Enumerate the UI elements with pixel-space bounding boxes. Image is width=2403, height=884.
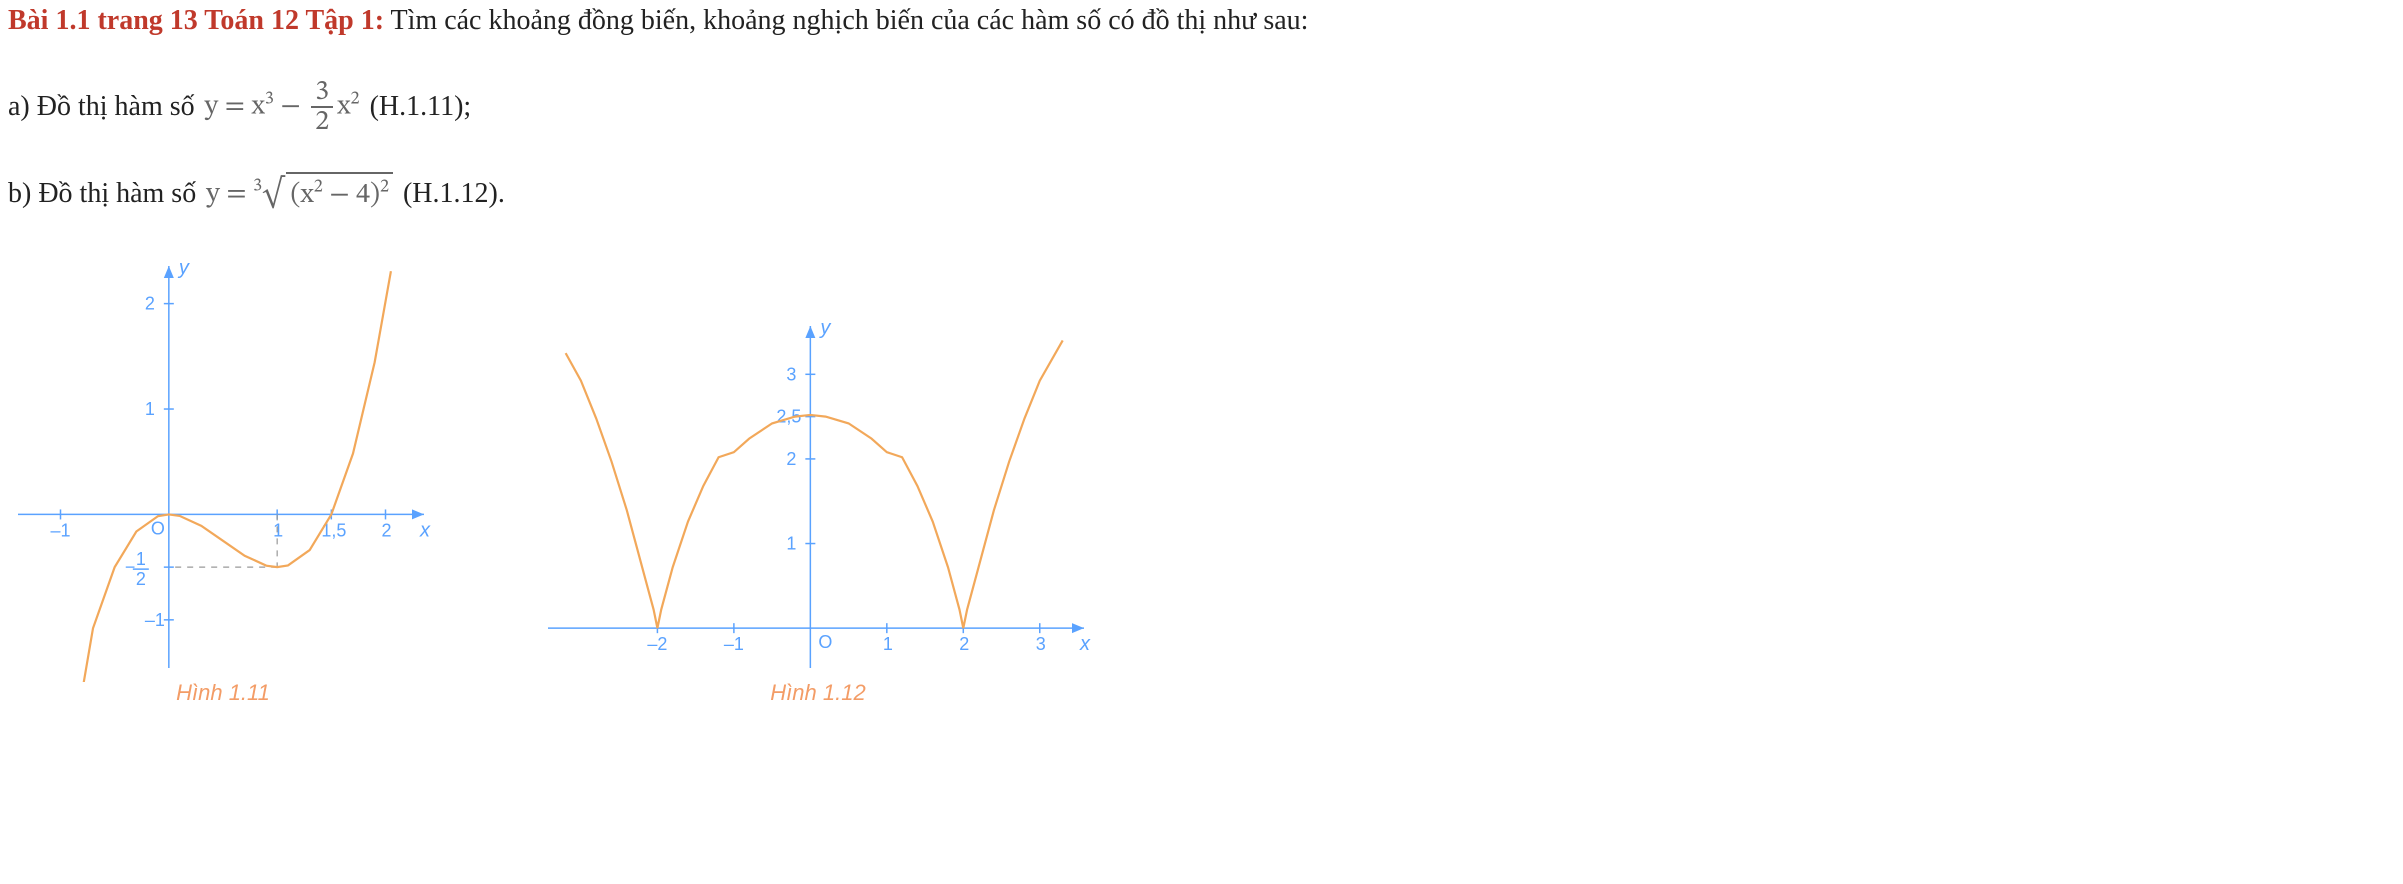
formula-b-lhs: y = bbox=[206, 180, 253, 208]
svg-text:x: x bbox=[1079, 633, 1091, 655]
formula-a: y = x3 − 32x2 bbox=[205, 78, 360, 136]
svg-text:1: 1 bbox=[145, 399, 155, 419]
figures-row: xyO–111,52–112−12 Hình 1.11 xyO–2–112312… bbox=[8, 252, 2395, 709]
svg-text:2: 2 bbox=[959, 634, 969, 654]
svg-text:–1: –1 bbox=[724, 634, 744, 654]
formula-b-outer-exp: 2 bbox=[380, 179, 389, 197]
svg-text:3: 3 bbox=[1036, 634, 1046, 654]
item-b-suffix: (H.1.12). bbox=[403, 173, 505, 215]
formula-b-inner-exp: 2 bbox=[314, 179, 323, 197]
figure-1-caption: Hình 1.11 bbox=[176, 676, 270, 709]
formula-a-frac: 32 bbox=[311, 78, 333, 136]
formula-a-minus: − bbox=[274, 93, 307, 121]
svg-text:–1: –1 bbox=[51, 520, 71, 540]
exercise-prompt: Tìm các khoảng đồng biến, khoảng nghịch … bbox=[391, 5, 1309, 36]
item-b: b) Đồ thị hàm số y = 3√(x2 − 4)2 (H.1.12… bbox=[8, 172, 2395, 216]
formula-b-radicand: (x2 − 4)2 bbox=[286, 172, 393, 216]
exercise-label: Bài 1.1 trang 13 Toán 12 Tập 1: bbox=[8, 5, 384, 36]
svg-text:–1: –1 bbox=[145, 610, 165, 630]
chart-1-svg: xyO–111,52–112−12 bbox=[8, 252, 438, 682]
svg-text:O: O bbox=[818, 632, 832, 652]
formula-a-lhs: y = x bbox=[205, 93, 265, 121]
formula-a-x2: x bbox=[337, 93, 350, 121]
svg-text:y: y bbox=[818, 317, 831, 339]
formula-b-open: (x bbox=[290, 181, 313, 209]
svg-text:2: 2 bbox=[786, 449, 796, 469]
formula-a-frac-den: 2 bbox=[311, 108, 333, 136]
svg-text:3: 3 bbox=[786, 364, 796, 384]
svg-text:1: 1 bbox=[136, 549, 146, 569]
svg-text:2: 2 bbox=[136, 569, 146, 589]
svg-text:−: − bbox=[125, 557, 136, 577]
svg-text:O: O bbox=[151, 518, 165, 538]
item-a: a) Đồ thị hàm số y = x3 − 32x2 (H.1.11); bbox=[8, 78, 2395, 136]
item-a-suffix: (H.1.11); bbox=[370, 86, 472, 128]
formula-a-exp2: 2 bbox=[351, 90, 360, 108]
heading-line: Bài 1.1 trang 13 Toán 12 Tập 1: Tìm các … bbox=[8, 0, 2395, 42]
formula-b-root: 3√(x2 − 4)2 bbox=[253, 172, 393, 216]
svg-text:1: 1 bbox=[273, 520, 283, 540]
formula-b-inner-rest: − 4) bbox=[323, 181, 380, 209]
formula-a-exp1: 3 bbox=[265, 90, 274, 108]
figure-1: xyO–111,52–112−12 Hình 1.11 bbox=[8, 252, 438, 709]
radical-icon: 3√ bbox=[253, 173, 284, 215]
figure-2-caption: Hình 1.12 bbox=[770, 676, 865, 709]
formula-a-frac-num: 3 bbox=[311, 78, 333, 108]
svg-text:y: y bbox=[177, 257, 190, 279]
svg-text:x: x bbox=[419, 519, 431, 541]
svg-text:1: 1 bbox=[786, 534, 796, 554]
item-a-prefix: a) Đồ thị hàm số bbox=[8, 86, 195, 128]
svg-text:1: 1 bbox=[883, 634, 893, 654]
item-b-prefix: b) Đồ thị hàm số bbox=[8, 173, 196, 215]
figure-2: xyO–2–11231232,5 Hình 1.12 bbox=[538, 312, 1098, 709]
svg-text:2: 2 bbox=[382, 520, 392, 540]
formula-b-root-index: 3 bbox=[253, 178, 262, 196]
formula-b: y = 3√(x2 − 4)2 bbox=[206, 172, 393, 216]
svg-text:–2: –2 bbox=[647, 634, 667, 654]
svg-text:2: 2 bbox=[145, 294, 155, 314]
chart-2-svg: xyO–2–11231232,5 bbox=[538, 312, 1098, 682]
